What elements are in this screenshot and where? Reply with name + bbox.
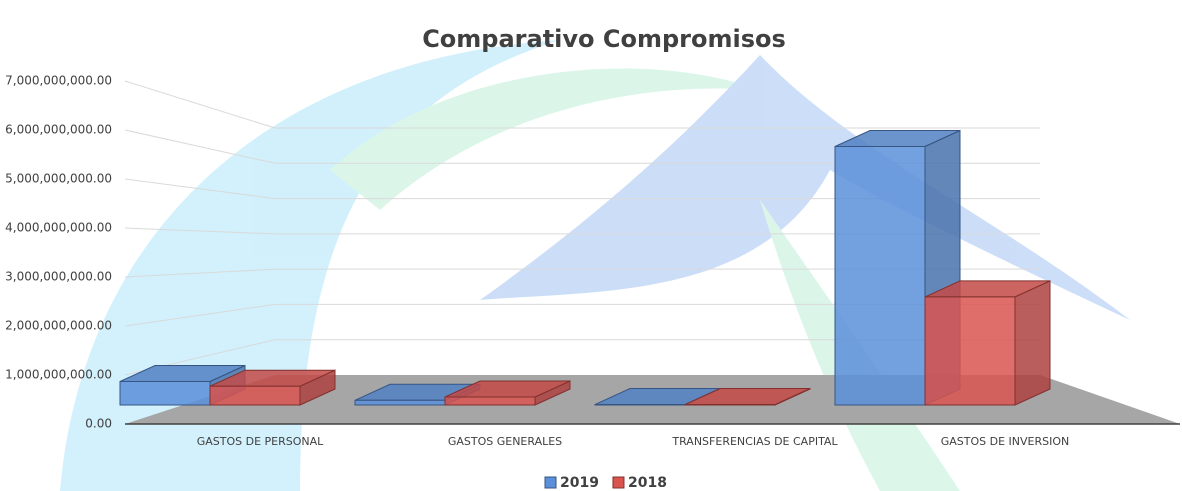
bar-front <box>444 396 536 406</box>
grid-line <box>124 227 1040 235</box>
bar-front <box>834 146 926 406</box>
y-tick-label: 0.00 <box>85 417 112 431</box>
legend-swatch <box>544 476 557 489</box>
grid-line <box>124 129 1040 164</box>
bar <box>444 380 571 406</box>
y-tick-label: 7,000,000,000.00 <box>5 74 112 88</box>
y-tick-label: 2,000,000,000.00 <box>5 319 112 333</box>
chart-title: Comparativo Compromisos <box>422 25 786 53</box>
x-tick-label: TRANSFERENCIAS DE CAPITAL <box>671 435 838 448</box>
bar <box>684 387 811 406</box>
grid-line <box>124 303 1040 327</box>
x-tick-label: GASTOS DE PERSONAL <box>197 435 324 448</box>
bar-front <box>209 385 301 406</box>
y-tick-label: 5,000,000,000.00 <box>5 172 112 186</box>
y-tick-label: 1,000,000,000.00 <box>5 368 112 382</box>
bar-front <box>354 399 446 406</box>
bar-side <box>1014 280 1051 406</box>
grid-line <box>124 339 1040 376</box>
grid-line <box>124 80 1040 129</box>
y-tick-label: 4,000,000,000.00 <box>5 221 112 235</box>
y-tick-label: 3,000,000,000.00 <box>5 270 112 284</box>
legend-label: 2019 <box>560 475 599 491</box>
grid-line <box>124 178 1040 200</box>
bar-front <box>924 296 1016 406</box>
bar-front <box>119 381 211 406</box>
legend-swatch <box>612 476 625 489</box>
x-tick-label: GASTOS DE INVERSION <box>941 435 1070 448</box>
bar <box>924 280 1051 406</box>
grid-line <box>124 268 1040 278</box>
bar <box>209 369 336 406</box>
legend-label: 2018 <box>628 475 667 491</box>
x-tick-label: GASTOS GENERALES <box>448 435 562 448</box>
y-tick-label: 6,000,000,000.00 <box>5 123 112 137</box>
bar <box>834 129 961 406</box>
